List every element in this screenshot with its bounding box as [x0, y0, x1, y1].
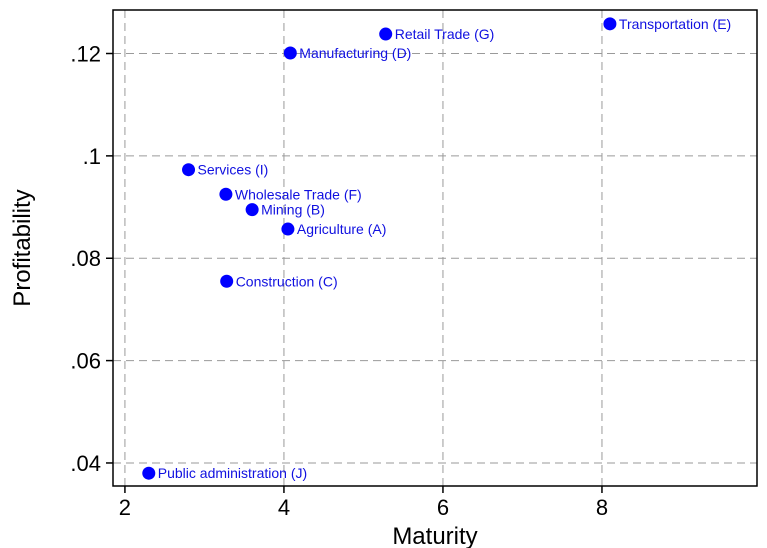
data-point [182, 163, 196, 177]
gridlines [113, 10, 757, 486]
point-label: Transportation (E) [619, 16, 731, 32]
data-points [142, 17, 617, 480]
y-tick-label: .1 [83, 144, 101, 169]
x-tick-label: 8 [596, 495, 608, 520]
point-label: Wholesale Trade (F) [235, 186, 362, 202]
axis-ticks: 2 4 6 8 .04 .06 .08 .1 .12 [70, 42, 608, 520]
y-tick-label: .08 [70, 246, 101, 271]
y-tick-label: .12 [70, 42, 101, 67]
y-axis-title: Profitability [9, 189, 36, 306]
point-label: Public administration (J) [158, 465, 307, 481]
data-point [142, 466, 156, 480]
data-point [603, 17, 617, 31]
point-label: Retail Trade (G) [395, 26, 495, 42]
x-tick-label: 2 [119, 495, 131, 520]
data-point [283, 46, 297, 60]
x-tick-label: 6 [437, 495, 449, 520]
point-label: Manufacturing (D) [299, 45, 411, 61]
x-tick-label: 4 [278, 495, 290, 520]
data-point [379, 27, 393, 41]
point-label: Construction (C) [236, 273, 338, 289]
data-point [281, 222, 295, 236]
data-point [245, 203, 259, 217]
y-tick-label: .04 [70, 451, 101, 476]
data-point [220, 274, 234, 288]
point-labels: Transportation (E) Retail Trade (G) Manufa… [158, 16, 731, 481]
data-point [219, 187, 233, 201]
plot-frame [112, 9, 758, 487]
point-label: Services (I) [198, 162, 269, 178]
x-axis-title: Maturity [392, 523, 477, 548]
point-label: Mining (B) [261, 202, 325, 218]
point-label: Agriculture (A) [297, 221, 386, 237]
y-tick-label: .06 [70, 349, 101, 374]
